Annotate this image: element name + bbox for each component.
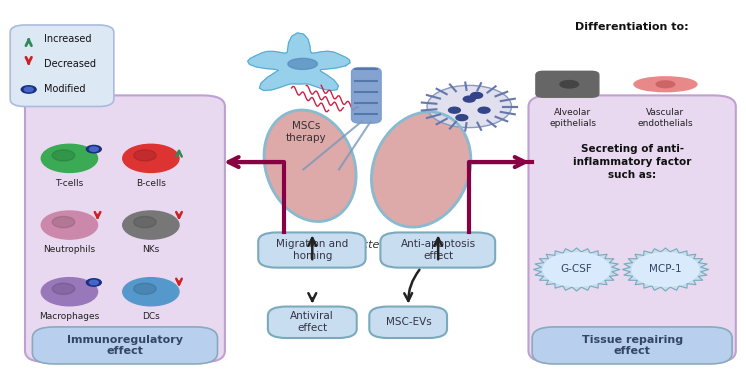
Text: Differentiation to:: Differentiation to: [575,22,689,32]
Circle shape [123,277,179,306]
Text: MSC-EVs: MSC-EVs [386,317,431,327]
Polygon shape [622,248,709,291]
Text: Increased: Increased [43,34,91,44]
Text: Antiviral
effect: Antiviral effect [290,311,334,333]
Text: The infected lung: The infected lung [317,240,414,250]
Circle shape [52,150,75,161]
Ellipse shape [560,80,578,88]
FancyBboxPatch shape [32,327,218,364]
Circle shape [87,279,101,286]
FancyBboxPatch shape [380,232,495,268]
Circle shape [52,217,75,228]
FancyBboxPatch shape [528,96,736,362]
Ellipse shape [288,58,318,70]
Text: B-cells: B-cells [136,179,166,188]
Circle shape [48,148,79,163]
Circle shape [456,115,468,121]
FancyBboxPatch shape [25,96,225,362]
Text: Macrophages: Macrophages [40,312,99,321]
Ellipse shape [265,111,355,221]
Ellipse shape [656,81,674,88]
Polygon shape [248,33,350,91]
Circle shape [48,214,79,230]
Circle shape [478,107,490,113]
Circle shape [448,107,460,113]
Circle shape [52,283,75,294]
Circle shape [130,281,160,297]
Text: Secreting of anti-
inflammatory factor
such as:: Secreting of anti- inflammatory factor s… [573,144,692,180]
FancyBboxPatch shape [532,327,732,364]
Text: NKs: NKs [142,246,160,255]
FancyBboxPatch shape [369,306,447,338]
Circle shape [428,86,510,127]
FancyBboxPatch shape [536,71,599,97]
Text: MSCs
therapy: MSCs therapy [286,121,327,143]
Circle shape [41,144,98,173]
Circle shape [130,214,160,230]
Text: T-cells: T-cells [55,179,84,188]
FancyBboxPatch shape [258,232,366,268]
Circle shape [41,211,98,239]
FancyBboxPatch shape [268,306,357,338]
Text: G-CSF: G-CSF [561,264,592,274]
Circle shape [48,281,79,297]
Circle shape [41,277,98,306]
FancyBboxPatch shape [351,68,381,123]
Text: DCs: DCs [142,312,160,321]
Circle shape [134,283,156,294]
Text: Modified: Modified [43,84,85,94]
Text: Alveolar
epithelials: Alveolar epithelials [549,108,596,128]
Text: Anti-apoptosis
effect: Anti-apoptosis effect [401,239,476,261]
Text: Neutrophils: Neutrophils [43,246,95,255]
FancyBboxPatch shape [10,25,114,106]
Ellipse shape [634,77,697,92]
Circle shape [471,92,483,99]
Circle shape [130,148,160,163]
Circle shape [25,87,33,92]
Text: Migration and
homing: Migration and homing [276,239,348,261]
Text: Immunoregulatory
effect: Immunoregulatory effect [67,335,183,356]
Circle shape [90,147,98,151]
Text: MCP-1: MCP-1 [649,264,682,274]
Circle shape [543,253,610,286]
Circle shape [123,144,179,173]
Circle shape [22,86,36,93]
Ellipse shape [372,112,470,227]
Text: Tissue repairing
effect: Tissue repairing effect [582,335,683,356]
Circle shape [90,280,98,285]
Circle shape [134,150,156,161]
Text: Decreased: Decreased [43,59,95,69]
Polygon shape [533,248,620,291]
Text: Vascular
endothelials: Vascular endothelials [638,108,693,128]
Circle shape [134,217,156,228]
Circle shape [123,211,179,239]
Circle shape [463,96,475,102]
Circle shape [87,146,101,153]
Circle shape [632,253,699,286]
